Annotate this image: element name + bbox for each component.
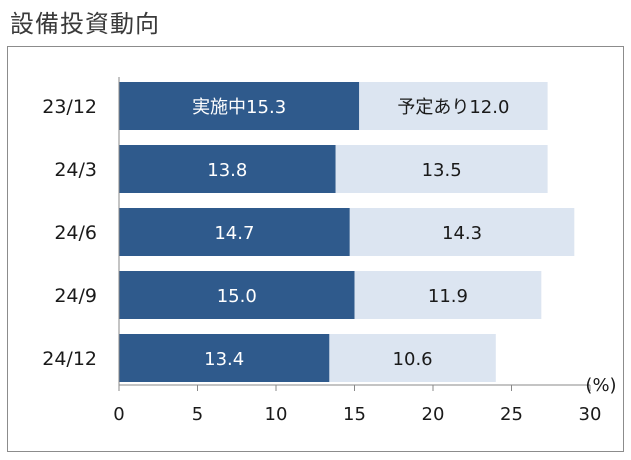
category-label-0: 23/12 xyxy=(42,96,97,118)
bar-planned-4 xyxy=(329,334,496,382)
data-label-in-progress-1: 13.8 xyxy=(207,160,247,181)
bar-planned-3 xyxy=(354,271,542,319)
labels-group: 実施中15.3 予定あり12.0 23/12 13.8 13.5 24/3 14.7 14.3… xyxy=(42,96,616,425)
data-label-in-progress-3: 15.0 xyxy=(217,286,257,307)
bar-in-progress-2 xyxy=(119,208,350,256)
x-tick-label-3: 15 xyxy=(343,404,366,425)
chart-frame xyxy=(7,46,624,452)
bar-in-progress-1 xyxy=(119,145,336,193)
bar-planned-2 xyxy=(349,208,575,256)
axes-group xyxy=(118,77,591,391)
x-tick-label-2: 10 xyxy=(265,404,288,425)
bar-in-progress-0 xyxy=(119,82,360,130)
category-label-2: 24/6 xyxy=(54,222,97,244)
x-tick-label-0: 0 xyxy=(113,404,124,425)
category-label-4: 24/12 xyxy=(42,348,97,370)
x-tick-label-6: 30 xyxy=(579,404,602,425)
data-label-planned-4: 10.6 xyxy=(393,349,433,370)
bar-planned-1 xyxy=(335,145,548,193)
data-label-in-progress-2: 14.7 xyxy=(214,223,254,244)
data-label-planned-1: 13.5 xyxy=(422,160,462,181)
x-unit-label: (%) xyxy=(585,375,616,396)
data-label-planned-3: 11.9 xyxy=(428,286,468,307)
x-tick-label-1: 5 xyxy=(192,404,203,425)
chart-title: 設備投資動向 xyxy=(10,10,160,38)
category-label-1: 24/3 xyxy=(54,159,97,181)
x-tick-label-4: 20 xyxy=(422,404,445,425)
category-label-3: 24/9 xyxy=(54,285,97,307)
data-label-in-progress-4: 13.4 xyxy=(204,349,244,370)
data-label-planned-0: 予定あり12.0 xyxy=(397,97,509,118)
bar-planned-0 xyxy=(359,82,548,130)
data-label-in-progress-0: 実施中15.3 xyxy=(192,97,286,118)
data-label-planned-2: 14.3 xyxy=(442,223,482,244)
bar-in-progress-4 xyxy=(119,334,330,382)
x-tick-label-5: 25 xyxy=(500,404,523,425)
bar-in-progress-3 xyxy=(119,271,355,319)
bars-group xyxy=(119,82,575,382)
